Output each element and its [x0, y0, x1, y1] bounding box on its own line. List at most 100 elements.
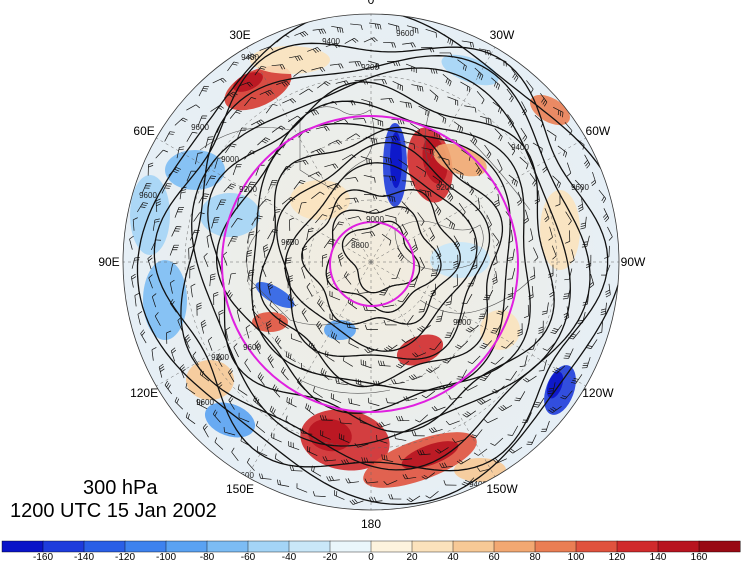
wind-barb	[276, 34, 290, 43]
wind-barb	[238, 412, 250, 423]
wind-barb	[490, 356, 504, 365]
wind-barb	[222, 251, 228, 266]
wind-barb	[479, 48, 492, 56]
wind-barb	[551, 245, 557, 260]
contour-label: 9600	[191, 123, 209, 132]
wind-barb	[284, 238, 294, 250]
wind-barb	[129, 235, 134, 250]
wind-barb	[555, 193, 561, 207]
wind-barb	[224, 91, 238, 99]
wind-barb	[256, 420, 266, 433]
contour-label: 9400	[241, 53, 259, 62]
wind-barb	[294, 159, 309, 165]
wind-barb	[435, 447, 449, 454]
wind-barb	[244, 97, 257, 107]
colorbar-tick-label: -20	[323, 552, 338, 561]
wind-barb	[470, 429, 483, 439]
wind-barb	[361, 457, 375, 464]
wind-barb	[519, 355, 528, 367]
wind-barb	[311, 465, 322, 477]
wind-barb	[491, 385, 505, 394]
anomaly-patch	[530, 94, 570, 126]
wind-barb	[317, 298, 325, 312]
wind-barb	[429, 341, 442, 351]
wind-barb	[496, 305, 509, 315]
contour-label: 9600	[396, 29, 414, 38]
wind-barb	[421, 147, 434, 155]
height-contour	[191, 67, 571, 447]
wind-barb	[538, 359, 547, 372]
meridian-gridline	[370, 47, 496, 263]
wind-barb	[286, 397, 297, 408]
wind-barb	[331, 25, 344, 34]
outer-reference-circle	[221, 115, 519, 413]
wind-barb	[391, 267, 401, 279]
wind-barb	[323, 238, 336, 249]
wind-barb	[293, 69, 307, 77]
wind-barb	[323, 100, 338, 107]
wind-barb	[605, 283, 611, 298]
wind-barb	[155, 149, 168, 159]
height-contour	[276, 141, 491, 360]
colorbar-swatch	[124, 540, 167, 553]
height-contour	[153, 42, 609, 472]
anomaly-patch	[252, 312, 288, 332]
meridian-gridline	[370, 261, 496, 477]
wind-barb	[507, 248, 515, 262]
wind-barb	[214, 437, 224, 450]
wind-barb	[272, 208, 281, 222]
wind-barb	[205, 136, 214, 148]
wind-barb	[287, 115, 302, 122]
longitude-label: 0	[368, 0, 375, 7]
wind-barb	[421, 47, 435, 53]
wind-barb	[341, 154, 356, 161]
wind-barb	[542, 342, 556, 351]
wind-barb	[169, 279, 175, 294]
wind-barb	[467, 219, 474, 234]
wind-barb	[507, 425, 519, 436]
wind-barb	[363, 37, 378, 43]
wind-barb	[238, 81, 253, 87]
wind-barb	[346, 133, 361, 140]
wind-barb	[246, 457, 255, 471]
wind-barb	[517, 323, 523, 337]
wind-barb	[384, 135, 399, 142]
wind-barb	[590, 171, 597, 186]
wind-barb	[339, 418, 352, 425]
wind-barb	[332, 221, 345, 232]
wind-barb	[498, 404, 513, 412]
wind-barb	[364, 324, 378, 330]
wind-barb	[514, 391, 526, 402]
wind-barb	[402, 314, 414, 325]
wind-barb	[338, 433, 350, 444]
wind-barb	[168, 167, 182, 176]
wind-barb	[299, 427, 313, 435]
wind-barb	[483, 289, 494, 301]
wind-barb	[430, 283, 436, 297]
anomaly-patch	[441, 54, 499, 86]
contour-label: 9000	[366, 215, 384, 224]
anomaly-patch	[454, 458, 506, 482]
wind-barb	[244, 150, 256, 160]
longitude-label: 150W	[486, 482, 518, 496]
wind-barb	[311, 191, 325, 199]
wind-barb	[484, 144, 492, 159]
wind-barb	[445, 420, 460, 426]
wind-barb	[364, 194, 378, 200]
wind-barb	[391, 379, 405, 385]
wind-barb	[577, 198, 584, 212]
wind-barb	[491, 270, 498, 285]
wind-barb	[604, 245, 610, 259]
colorbar-tick-label: 100	[568, 552, 585, 561]
wind-barb	[460, 81, 471, 93]
wind-barb	[283, 257, 292, 270]
wind-barb	[319, 415, 333, 421]
wind-barb	[379, 285, 390, 296]
colorbar-tick-label: -40	[282, 552, 297, 561]
wind-barb	[474, 67, 484, 81]
wind-barb	[379, 156, 392, 164]
wind-barb	[530, 266, 536, 281]
wind-barb	[312, 28, 327, 35]
wind-barb	[417, 325, 431, 332]
wind-barb	[152, 218, 160, 231]
